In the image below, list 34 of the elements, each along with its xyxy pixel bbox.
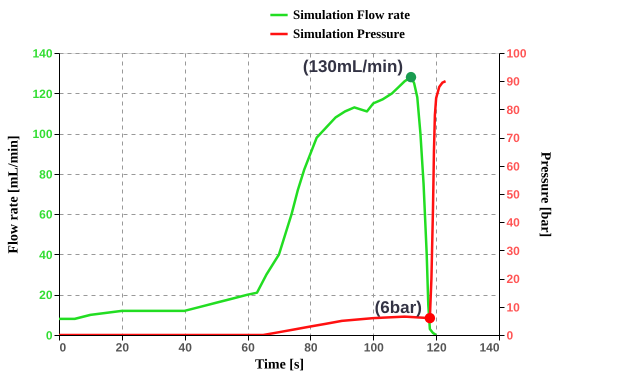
x-axis-title: Time [s] <box>254 358 304 372</box>
y-tick-label: 120 <box>32 86 53 101</box>
y2-axis-title: Pressure [bar] <box>538 152 553 238</box>
y2-tick-label: 100 <box>506 46 527 60</box>
y2-tick-label: 60 <box>506 159 520 174</box>
y-tick-label: 60 <box>39 208 53 222</box>
y2-tick-label: 20 <box>506 272 520 286</box>
y2-tick-label: 50 <box>506 188 520 202</box>
x-tick-label: 40 <box>178 340 192 354</box>
legend-label: Simulation Flow rate <box>293 7 410 22</box>
y-tick-label: 20 <box>39 288 53 302</box>
y2-tick-label: 30 <box>506 244 520 258</box>
y-tick-label: 100 <box>32 127 53 142</box>
legend-label: Simulation Pressure <box>293 26 406 41</box>
x-tick-label: 60 <box>241 340 256 354</box>
x-tick-label: 20 <box>116 340 130 354</box>
y-tick-label: 80 <box>39 167 53 182</box>
annotation: (130mL/min) <box>302 57 403 76</box>
x-tick-label: 0 <box>60 340 66 354</box>
y2-tick-label: 10 <box>506 300 520 314</box>
y2-tick-label: 90 <box>506 74 520 89</box>
y-tick-label: 140 <box>32 46 53 60</box>
y2-tick-label: 80 <box>506 102 520 117</box>
x-tick-label: 120 <box>426 340 447 354</box>
x-tick-label: 100 <box>364 340 384 354</box>
y2-tick-label: 40 <box>506 216 520 230</box>
y-axis-title: Flow rate [mL/min] <box>6 135 22 254</box>
x-tick-label: 80 <box>304 340 318 354</box>
x-tick-label: 140 <box>479 340 500 354</box>
y2-tick-label: 70 <box>506 131 520 146</box>
y2-tick-label: 0 <box>506 328 514 342</box>
y-tick-label: 40 <box>39 248 53 262</box>
y-tick-label: 0 <box>46 328 53 342</box>
annotation: (6bar) <box>374 298 422 318</box>
